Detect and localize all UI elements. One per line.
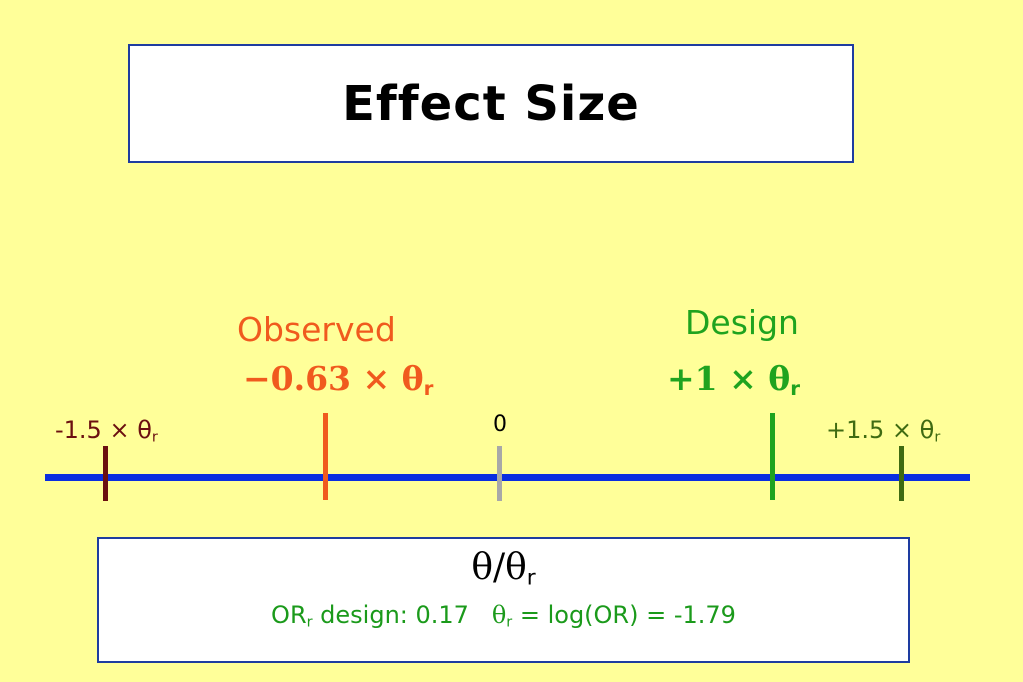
label-minus-1-5-text: -1.5 × θ xyxy=(55,416,152,444)
design-value-sub: r xyxy=(790,376,801,400)
theta-symbol: θ xyxy=(491,601,507,629)
info-box: θ/θr ORr design: 0.17 θr = log(OR) = -1.… xyxy=(97,537,910,663)
label-plus-1-5-text: +1.5 × θ xyxy=(826,416,935,444)
label-zero: 0 xyxy=(493,412,507,437)
ratio-label-sub: r xyxy=(526,565,536,591)
observed-value: −0.63 × θr xyxy=(243,362,433,399)
ratio-label-text: θ/θ xyxy=(471,547,527,588)
observed-heading: Observed xyxy=(237,310,396,349)
observed-value-text: −0.63 × θ xyxy=(243,359,424,398)
observed-value-sub: r xyxy=(423,376,434,400)
design-details: ORr design: 0.17 θr = log(OR) = -1.79 xyxy=(99,601,908,631)
design-value-text: +1 × θ xyxy=(667,359,791,398)
design-heading: Design xyxy=(685,303,799,342)
label-plus-1-5-sub: r xyxy=(934,429,941,446)
design-value: +1 × θr xyxy=(667,362,800,399)
ratio-label: θ/θr xyxy=(99,547,908,590)
label-minus-1-5-sub: r xyxy=(151,429,158,446)
tick-design xyxy=(770,413,775,500)
theta-sub: r xyxy=(506,614,513,631)
tick-plus-1-5 xyxy=(899,446,904,501)
or-prefix: OR xyxy=(271,601,307,629)
slide-title: Effect Size xyxy=(342,75,640,132)
title-box: Effect Size xyxy=(128,44,854,163)
label-minus-1-5: -1.5 × θr xyxy=(55,418,158,445)
or-sub: r xyxy=(306,614,313,631)
effect-size-axis xyxy=(45,474,970,481)
tick-zero xyxy=(497,446,502,501)
or-text: design: 0.17 xyxy=(312,601,469,629)
theta-text: = log(OR) = -1.79 xyxy=(512,601,736,629)
label-plus-1-5: +1.5 × θr xyxy=(826,418,940,445)
tick-observed xyxy=(323,413,328,500)
tick-minus-1-5 xyxy=(103,446,108,501)
